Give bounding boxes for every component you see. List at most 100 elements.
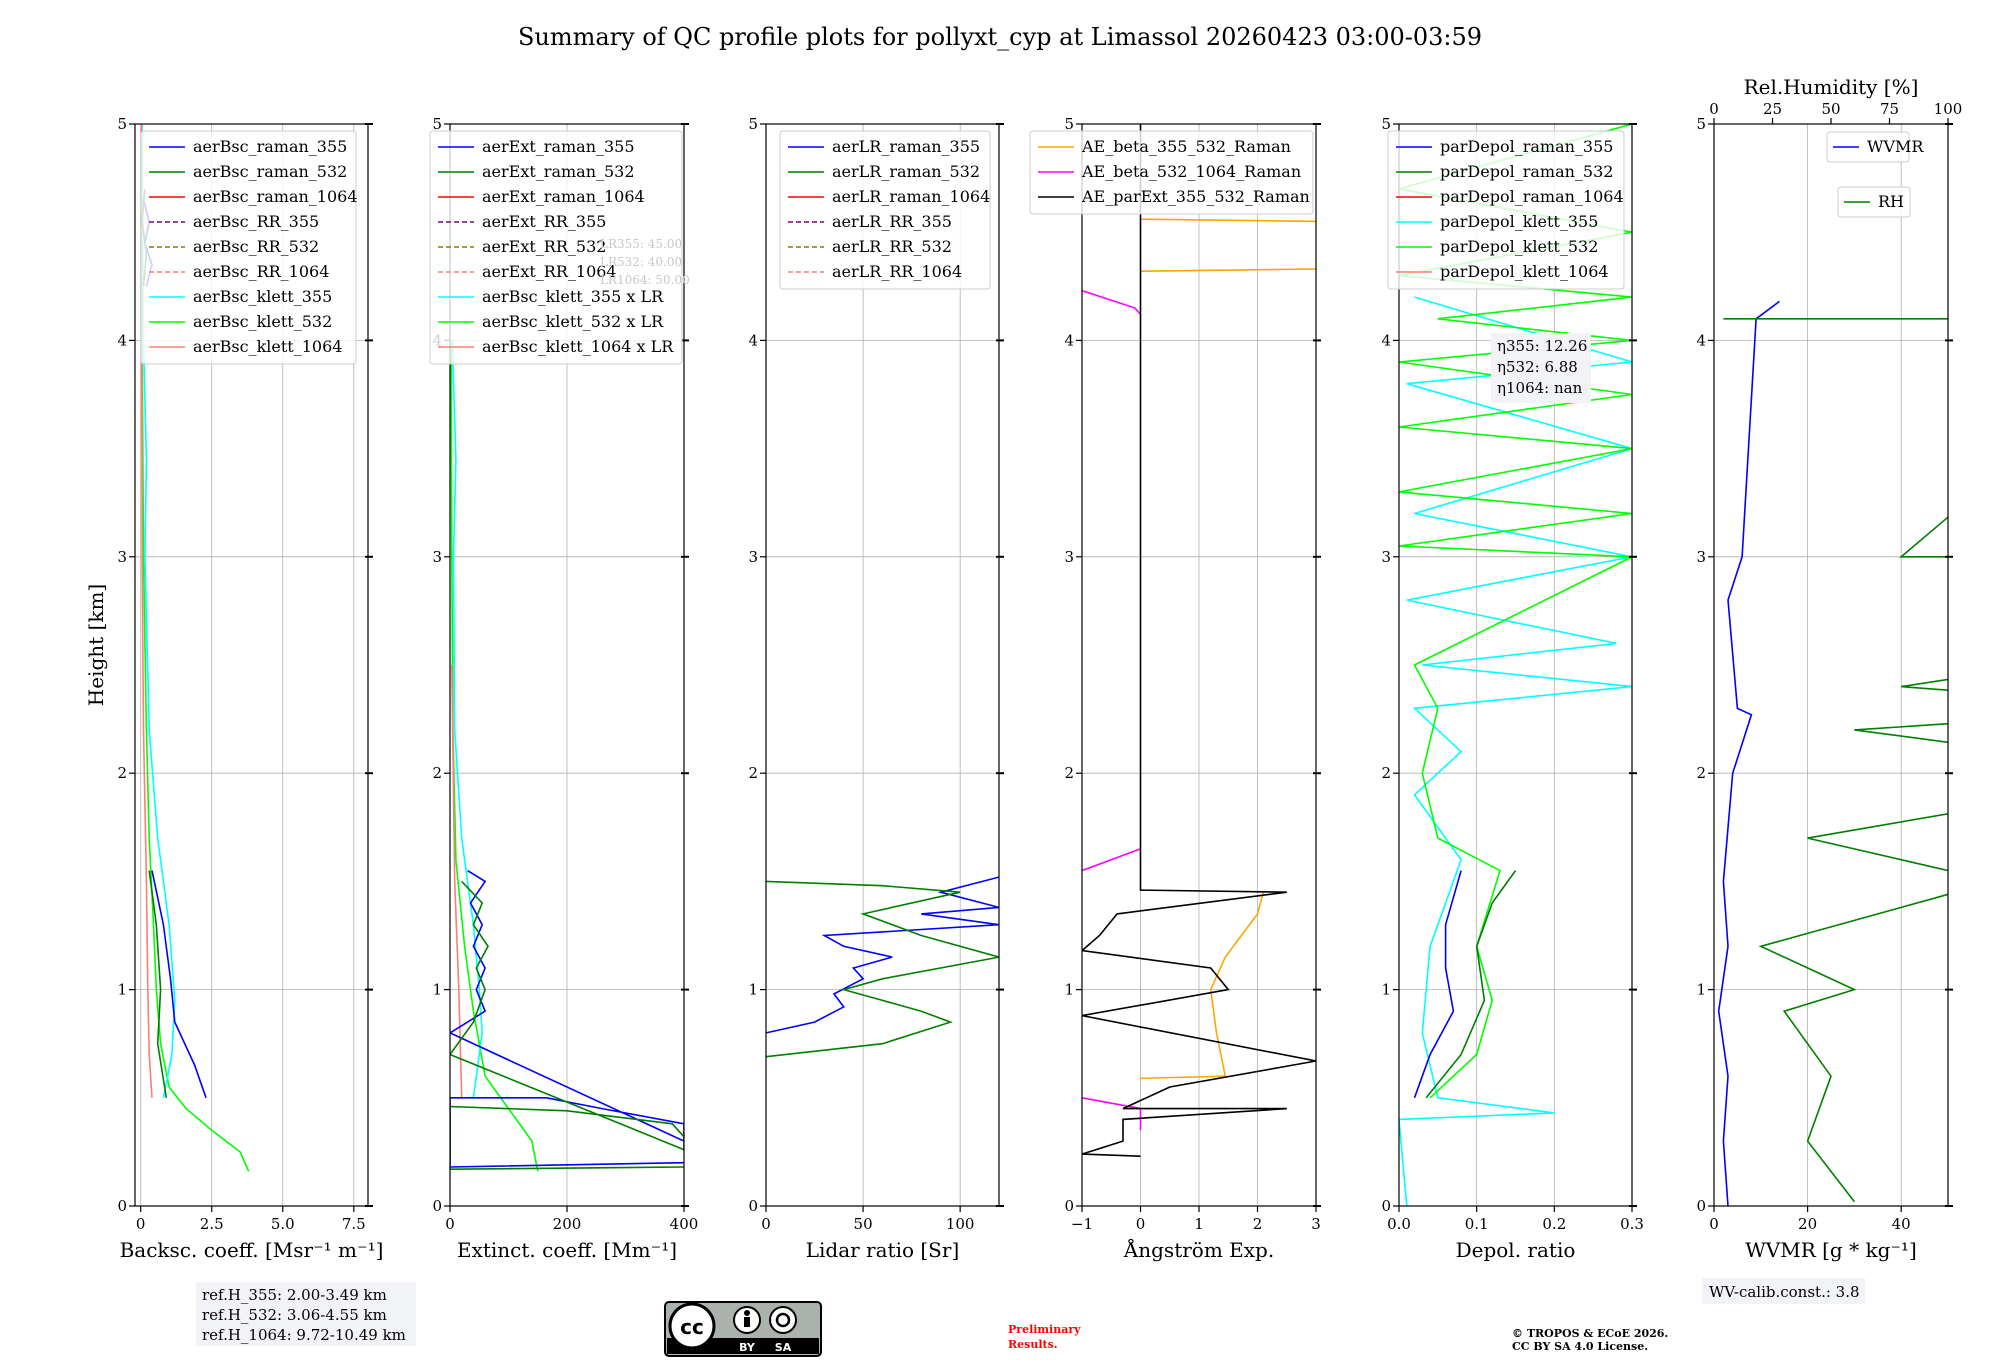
eta-1064: η1064: nan <box>1497 379 1583 397</box>
series-AE_beta_355_532_Raman <box>1140 891 1265 1080</box>
wv-calib-box <box>1702 1278 1865 1304</box>
series-aerLR_raman_532 <box>766 880 999 1058</box>
legend-label: aerExt_RR_1064 <box>482 262 617 281</box>
y-tick-label: 2 <box>117 764 127 782</box>
y-tick-label: 0 <box>748 1197 758 1215</box>
series-AE_beta_532_1064_Raman_up <box>1082 289 1142 315</box>
x-tick-label: 2 <box>1253 1215 1263 1233</box>
legend-label: aerBsc_klett_1064 x LR <box>482 337 674 356</box>
panel-6: 0 20 40 0 1 2 3 4 5 WVMR [g * kg⁻¹] 0 25 50 75 100 Rel.… <box>1696 75 1962 1262</box>
legend-box <box>1029 130 1314 215</box>
y-tick-label: 2 <box>1064 764 1074 782</box>
y-tick-label: 1 <box>748 981 758 999</box>
top-x-axis-label: Rel.Humidity [%] <box>1744 75 1919 99</box>
series-group <box>1399 124 1632 1206</box>
x-axis-label: Extinct. coeff. [Mm⁻¹] <box>457 1238 677 1262</box>
y-tick-label: 1 <box>117 981 127 999</box>
legend-label: AE_beta_532_1064_Raman <box>1081 162 1301 181</box>
preliminary-line-2: Results. <box>1008 1338 1058 1351</box>
y-tick-label: 0 <box>1381 1197 1391 1215</box>
x-tick-label: 100 <box>946 1215 975 1233</box>
x-tick-label: 200 <box>553 1215 582 1233</box>
legend-label: aerLR_raman_1064 <box>832 187 990 206</box>
series-aerExt_raman_532 <box>450 880 684 1170</box>
x-tick-label: 50 <box>854 1215 873 1233</box>
ref-height-box <box>196 1282 416 1346</box>
ref-height-1064: ref.H_1064: 9.72-10.49 km <box>202 1326 406 1344</box>
x-tick-label: 7.5 <box>342 1215 366 1233</box>
series-aerBsc_klett_532 <box>140 124 250 1172</box>
eta-box <box>1491 333 1591 403</box>
series-parDepol_klett_355 <box>1399 296 1632 1206</box>
x-tick-label: −1 <box>1071 1215 1093 1233</box>
preliminary-line-1: Preliminary <box>1008 1323 1081 1336</box>
y-tick-label: 3 <box>1064 548 1074 566</box>
y-tick-label: 5 <box>1696 115 1706 133</box>
x-axis-label: Backsc. coeff. [Msr⁻¹ m⁻¹] <box>120 1238 384 1262</box>
x-tick-label: 0.3 <box>1620 1215 1644 1233</box>
legend-label: parDepol_raman_355 <box>1440 137 1613 156</box>
legend: parDepol_raman_355 parDepol_raman_532 parD… <box>1387 130 1625 290</box>
legend: aerExt_raman_355 aerExt_raman_532 aerExt_r… <box>429 130 683 365</box>
x-tick-label: 400 <box>670 1215 699 1233</box>
panel-2: 0200400012345Extinct. coeff. [Mm⁻¹]aerEx… <box>429 115 699 1262</box>
series-aerBsc_klett_1064 <box>140 124 153 1098</box>
series-parDepol_raman_355 <box>1413 870 1462 1099</box>
legend-label: AE_beta_355_532_Raman <box>1081 137 1291 156</box>
y-tick-label: 3 <box>748 548 758 566</box>
x-tick-label: 2.5 <box>200 1215 224 1233</box>
legend-label: aerExt_raman_532 <box>482 162 635 181</box>
y-tick-label: 5 <box>432 115 442 133</box>
series-parDepol_raman_532 <box>1425 870 1517 1099</box>
legend-label: aerBsc_klett_1064 <box>193 337 342 356</box>
top-x-tick-label: 50 <box>1821 100 1840 118</box>
axes-frame <box>1398 123 1633 1207</box>
cc-logo-text: cc <box>680 1315 704 1339</box>
cc-license-badge: cc BY SA <box>664 1301 822 1357</box>
legend-label: aerExt_raman_1064 <box>482 187 645 206</box>
x-tick-label: 0 <box>445 1215 455 1233</box>
x-tick-label: 20 <box>1798 1215 1817 1233</box>
x-tick-label: 0.1 <box>1465 1215 1489 1233</box>
axes-frame <box>1713 123 1949 1207</box>
x-tick-label: 0.2 <box>1542 1215 1566 1233</box>
y-tick-label: 0 <box>1696 1197 1706 1215</box>
top-x-tick-label: 25 <box>1763 100 1782 118</box>
panel-1: 0 2.5 5.0 7.5 0 1 2 3 4 5 Backsc. coeff. [Msr⁻¹ m⁻… <box>117 115 383 1262</box>
y-tick-label: 5 <box>117 115 127 133</box>
y-tick-label: 5 <box>748 115 758 133</box>
y-tick-label: 0 <box>432 1197 442 1215</box>
y-tick-label: 0 <box>117 1197 127 1215</box>
ref-height-355: ref.H_355: 2.00-3.49 km <box>202 1286 387 1304</box>
wv-calib-const: WV-calib.const.: 3.8 <box>1709 1283 1860 1301</box>
legend-label: parDepol_klett_355 <box>1440 212 1598 231</box>
x-tick-label: 0.0 <box>1387 1215 1411 1233</box>
y-tick-label: 2 <box>1696 764 1706 782</box>
legend-label: aerBsc_klett_532 <box>193 312 332 331</box>
series-aerBsc_klett_355 <box>141 124 176 1098</box>
series-AE_beta_532_1064_Raman <box>1082 1097 1142 1131</box>
top-x-tick-label: 0 <box>1709 100 1719 118</box>
legend-label: aerLR_raman_355 <box>832 137 980 156</box>
legend: AE_beta_355_532_Raman AE_beta_532_1064_Ra… <box>1029 130 1314 215</box>
legend-label: WVMR <box>1867 137 1924 156</box>
y-tick-label: 3 <box>1381 548 1391 566</box>
y-tick-label: 4 <box>1064 331 1074 349</box>
series-group <box>766 876 999 1058</box>
series-AE_parExt_355_532_Raman <box>1082 124 1316 1157</box>
legend-label: aerLR_RR_532 <box>832 237 952 256</box>
y-tick-label: 2 <box>748 764 758 782</box>
x-tick-label: 0 <box>1136 1215 1146 1233</box>
eta-355: η355: 12.26 <box>1497 337 1587 355</box>
legend-box <box>779 130 991 290</box>
y-tick-label: 3 <box>432 548 442 566</box>
x-axis-label: Ångström Exp. <box>1123 1237 1274 1262</box>
y-tick-label: 3 <box>117 548 127 566</box>
axes-frame <box>765 123 1000 1207</box>
panels: 0 2.5 5.0 7.5 0 1 2 3 4 5 Backsc. coeff. [Msr⁻¹ m⁻… <box>117 75 1962 1262</box>
legend-box <box>1826 131 1910 163</box>
eta-532: η532: 6.88 <box>1497 358 1578 376</box>
x-tick-label: 0 <box>1709 1215 1719 1233</box>
x-tick-label: 1 <box>1194 1215 1204 1233</box>
